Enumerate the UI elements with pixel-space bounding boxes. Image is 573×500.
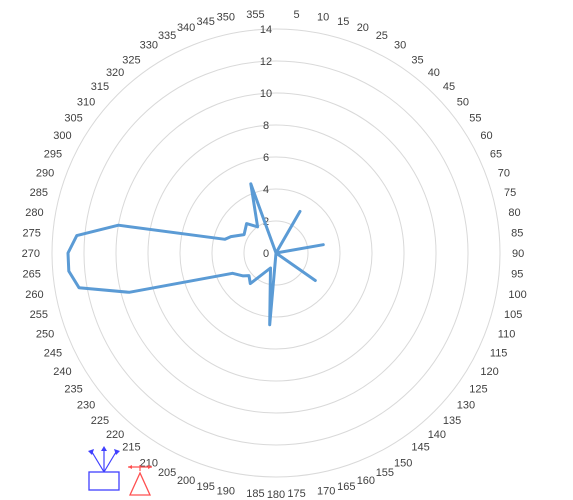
radial-tick-label: 12: [260, 56, 272, 68]
angular-tick-label: 135: [443, 415, 461, 427]
angular-tick-label: 340: [177, 22, 195, 34]
angular-tick-label: 350: [217, 12, 235, 24]
radial-tick-label: 0: [263, 248, 269, 260]
angular-tick-label: 355: [246, 9, 264, 21]
angular-tick-label: 115: [490, 348, 508, 360]
angular-tick-label: 180: [267, 489, 285, 500]
angular-tick-label: 170: [317, 485, 335, 497]
angular-tick-label: 80: [508, 207, 520, 219]
angular-tick-label: 55: [469, 113, 481, 125]
grid-ring: [83, 60, 469, 446]
angular-tick-labels: 5 10 1520253035404550556065707580859095100…: [22, 9, 527, 500]
angular-tick-label: 220: [106, 429, 124, 441]
angular-tick-label: 255: [30, 309, 48, 321]
angular-tick-label: 285: [30, 187, 48, 199]
radial-tick-label: 4: [263, 184, 269, 196]
angular-tick-label: 5: [294, 9, 300, 21]
angular-tick-label: 30: [394, 40, 406, 52]
angular-tick-label: 50: [457, 96, 469, 108]
angular-tick-label: 35: [411, 55, 423, 67]
angular-tick-label: 185: [246, 488, 264, 500]
angular-tick-label: 105: [504, 309, 522, 321]
angular-tick-label: 150: [394, 457, 412, 469]
angular-tick-label: 265: [23, 269, 41, 281]
angular-tick-label: 165: [337, 481, 355, 493]
angular-tick-label: 85: [511, 227, 523, 239]
radial-tick-label: 14: [260, 24, 272, 36]
angular-tick-label: 190: [217, 485, 235, 497]
angular-tick-label: 310: [77, 96, 95, 108]
grid-ring: [243, 220, 309, 286]
angular-tick-label: 95: [511, 269, 523, 281]
angular-tick-label: 10: [317, 12, 329, 24]
angular-tick-label: 155: [376, 467, 394, 479]
grid-ring: [51, 28, 501, 478]
angular-tick-label: 15: [337, 16, 349, 28]
radial-tick-label: 8: [263, 120, 269, 132]
angular-tick-label: 65: [490, 148, 502, 160]
angular-tick-label: 140: [428, 429, 446, 441]
angular-tick-label: 320: [106, 67, 124, 79]
angular-tick-label: 330: [140, 40, 158, 52]
angular-tick-label: 45: [443, 81, 455, 93]
angular-tick-label: 60: [480, 130, 492, 142]
series-line: [66, 182, 325, 327]
angular-tick-label: 325: [122, 55, 140, 67]
angular-tick-label: 275: [23, 227, 41, 239]
grid-ring: [147, 124, 405, 382]
angular-tick-label: 290: [36, 167, 54, 179]
angular-tick-label: 160: [357, 475, 375, 487]
angular-tick-label: 90: [512, 248, 524, 260]
angular-tick-label: 75: [504, 187, 516, 199]
angular-tick-label: 260: [25, 289, 43, 301]
radial-grid: [51, 28, 501, 478]
angular-tick-label: 125: [469, 383, 487, 395]
angular-tick-label: 175: [287, 488, 305, 500]
angular-tick-label: 305: [64, 113, 82, 125]
angular-tick-label: 200: [177, 475, 195, 487]
angular-tick-label: 270: [22, 248, 40, 260]
angular-tick-label: 230: [77, 400, 95, 412]
angular-tick-label: 110: [498, 329, 516, 341]
angular-tick-label: 345: [197, 16, 215, 28]
antenna-triangle-icon: [128, 465, 152, 496]
angular-tick-label: 295: [44, 148, 62, 160]
angular-tick-label: 25: [376, 30, 388, 42]
angular-tick-label: 40: [428, 67, 440, 79]
antenna-box-icon: [88, 446, 120, 491]
angular-tick-label: 240: [53, 366, 71, 378]
angular-tick-label: 215: [122, 441, 140, 453]
angular-tick-label: 130: [457, 400, 475, 412]
angular-tick-label: 145: [411, 441, 429, 453]
radial-tick-label: 6: [263, 152, 269, 164]
angular-tick-label: 245: [44, 348, 62, 360]
angular-tick-label: 250: [36, 329, 54, 341]
angular-tick-label: 20: [357, 22, 369, 34]
angular-tick-label: 315: [91, 81, 109, 93]
angular-tick-label: 335: [158, 30, 176, 42]
grid-ring: [211, 188, 341, 318]
grid-ring: [179, 156, 373, 350]
grid-ring: [115, 92, 437, 414]
angular-tick-label: 235: [64, 383, 82, 395]
angular-tick-label: 195: [197, 481, 215, 493]
angular-tick-label: 120: [480, 366, 498, 378]
angular-tick-label: 225: [91, 415, 109, 427]
angular-tick-label: 300: [53, 130, 71, 142]
radial-tick-label: 10: [260, 88, 272, 100]
series-layer: [66, 182, 325, 327]
angular-tick-label: 205: [158, 467, 176, 479]
angular-tick-label: 280: [25, 207, 43, 219]
angular-tick-label: 100: [508, 289, 526, 301]
angular-tick-label: 70: [498, 167, 510, 179]
